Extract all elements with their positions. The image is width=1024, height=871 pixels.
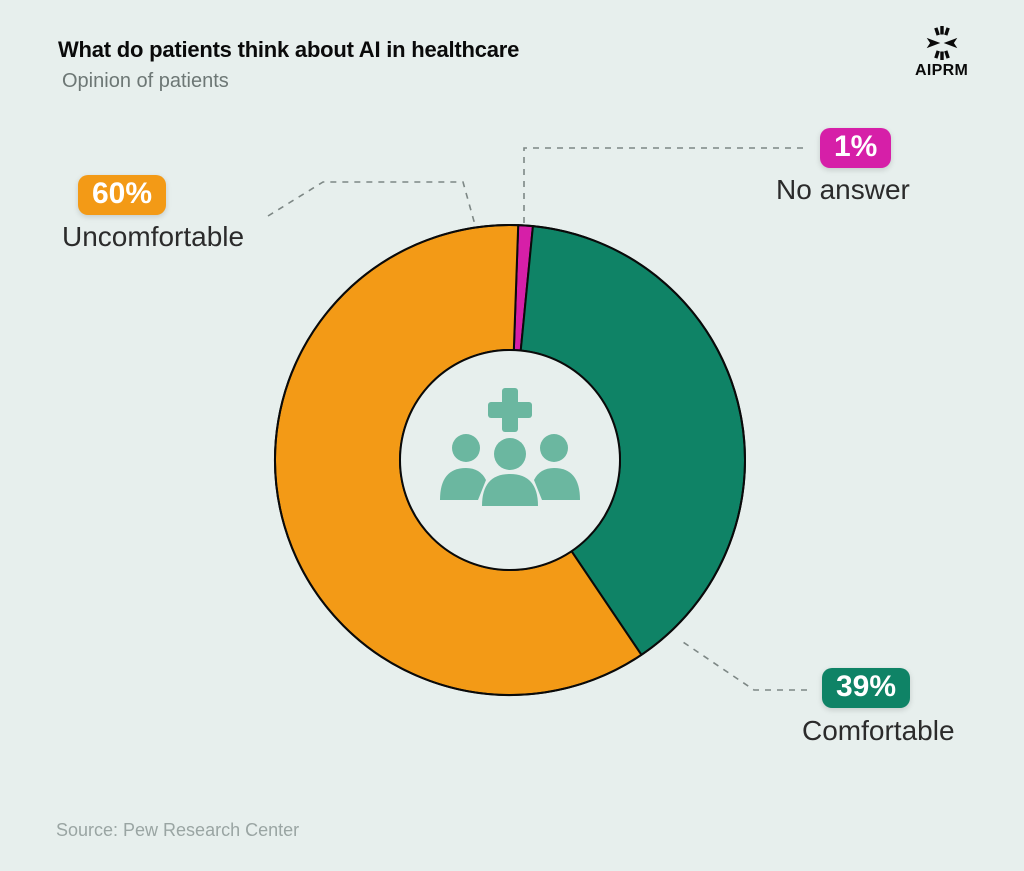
badge-uncomfortable: 60%	[78, 175, 166, 215]
label-no_answer: No answer	[776, 175, 910, 206]
label-uncomfortable: Uncomfortable	[62, 222, 244, 253]
leader-no_answer	[524, 148, 803, 226]
leader-comfortable	[680, 640, 807, 690]
source-caption: Source: Pew Research Center	[56, 820, 299, 841]
label-comfortable: Comfortable	[802, 716, 955, 747]
badge-no_answer: 1%	[820, 128, 891, 168]
infographic-canvas: What do patients think about AI in healt…	[0, 0, 1024, 871]
badge-comfortable: 39%	[822, 668, 910, 708]
leader-uncomfortable	[268, 182, 477, 232]
